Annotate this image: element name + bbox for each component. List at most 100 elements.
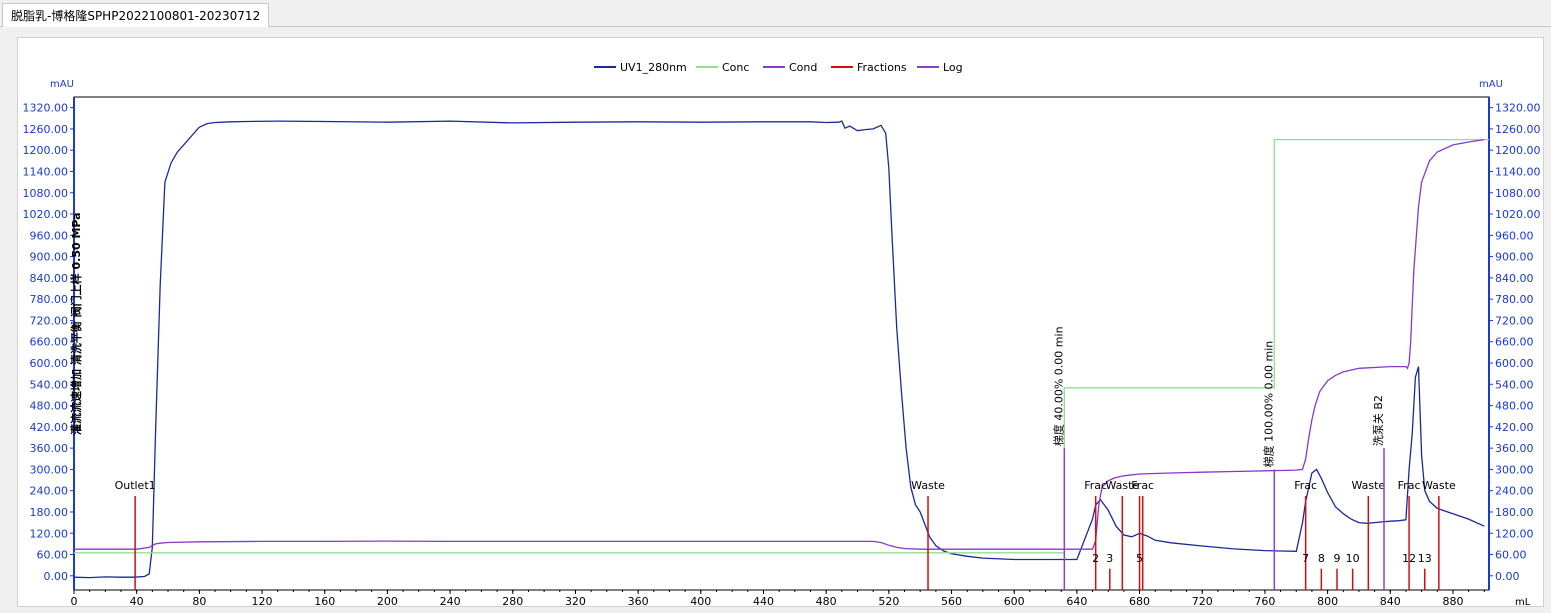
y-tick-label-left: 1140.00 [23,165,69,178]
plot-area [73,120,1489,579]
left-overlay-log-text: 灌流流速增加 清洗平衡 阀门上样 0.50 MPa [69,212,83,435]
tab-strip: 脱脂乳-博格隆SPHP2022100801-20230712 [0,0,1551,27]
fraction-number: 9 [1334,552,1341,565]
x-tick-label: 40 [130,595,144,608]
y-tick-label-left: 1020.00 [23,208,69,221]
fraction-label: Outlet1 [115,479,156,492]
y-tick-label-right: 1020.00 [1495,208,1541,221]
x-tick-label: 0 [71,595,78,608]
x-tick-label: 280 [502,595,523,608]
y-tick-label-left: 420.00 [30,421,69,434]
fraction-label: Frac [1084,479,1107,492]
plot-frame [73,96,1490,591]
x-tick-label: 440 [753,595,774,608]
y-tick-label-right: 540.00 [1495,378,1534,391]
y-tick-label-left: 840.00 [30,272,69,285]
fraction-label: Waste [1422,479,1456,492]
y-tick-label-left: 720.00 [30,314,69,327]
x-tick-label: 240 [440,595,461,608]
fraction-number: 7 [1302,552,1309,565]
y-tick-label-left: 1320.00 [23,102,69,115]
x-tick-label: 560 [941,595,962,608]
fraction-label: Frac [1398,479,1421,492]
x-tick-label: 120 [252,595,273,608]
y-tick-label-right: 1260.00 [1495,123,1541,136]
y-tick-label-left: 1200.00 [23,144,69,157]
x-tick-label: 480 [816,595,837,608]
y-tick-label-left: 660.00 [30,336,69,349]
y-tick-label-right: 780.00 [1495,293,1534,306]
y-tick-label-right: 240.00 [1495,485,1534,498]
fraction-number: 3 [1106,552,1113,565]
y-tick-label-right: 180.00 [1495,506,1534,519]
y-tick-label-left: 480.00 [30,400,69,413]
fraction-number: 12 [1402,552,1416,565]
fraction-label: Frac [1131,479,1154,492]
legend-label: Conc [722,61,749,74]
series-line-uv1-280nm [73,120,1485,579]
chart-panel [17,37,1544,607]
y-tick-label-left: 900.00 [30,251,69,264]
legend-label: UV1_280nm [620,61,687,74]
fraction-number: 10 [1346,552,1360,565]
y-tick-label-right: 1200.00 [1495,144,1541,157]
y-tick-label-right: 480.00 [1495,400,1534,413]
y-tick-label-right: 1080.00 [1495,187,1541,200]
x-tick-label: 640 [1066,595,1087,608]
y-tick-label-left: 180.00 [30,506,69,519]
y-tick-label-right: 360.00 [1495,442,1534,455]
y-tick-label-left: 1260.00 [23,123,69,136]
fraction-label: Waste [1105,479,1139,492]
y-tick-label-right: 600.00 [1495,357,1534,370]
legend-label: Fractions [857,61,907,74]
fraction-number: 2 [1092,552,1099,565]
fraction-label: Waste [1351,479,1385,492]
y-tick-label-right: 1140.00 [1495,165,1541,178]
chart-legend: UV1_280nm Conc Cond Fractions Log [594,61,963,74]
fraction-number: 8 [1318,552,1325,565]
fraction-number: 5 [1136,552,1143,565]
y-tick-label-left: 0.00 [44,570,69,583]
plot-border [73,96,1490,591]
y-tick-label-left: 120.00 [30,527,69,540]
y-tick-label-left: 1080.00 [23,187,69,200]
y-tick-label-right: 900.00 [1495,251,1534,264]
log-event-label: 梯度 100.00% 0.00 min [1261,341,1275,468]
y-tick-label-right: 120.00 [1495,527,1534,540]
fraction-number: 13 [1418,552,1432,565]
y-tick-label-right: 60.00 [1495,549,1527,562]
y-unit-left: mAU [50,79,74,90]
log-event-label: 梯度 40.00% 0.00 min [1051,326,1065,446]
legend-label: Cond [789,61,817,74]
y-tick-label-left: 240.00 [30,485,69,498]
x-tick-label: 320 [565,595,586,608]
series-line-cond [74,138,1485,550]
y-tick-label-right: 1320.00 [1495,102,1541,115]
x-tick-label: 400 [690,595,711,608]
y-tick-label-left: 300.00 [30,463,69,476]
x-tick-label: 680 [1129,595,1150,608]
y-tick-label-right: 420.00 [1495,421,1534,434]
y-tick-label-left: 780.00 [30,293,69,306]
x-tick-label: 720 [1192,595,1213,608]
x-tick-label: 880 [1442,595,1463,608]
x-tick-label: 760 [1254,595,1275,608]
x-tick-label: 80 [192,595,206,608]
x-tick-label: 520 [878,595,899,608]
y-tick-label-right: 960.00 [1495,229,1534,242]
tab-chromatogram[interactable]: 脱脂乳-博格隆SPHP2022100801-20230712 [2,3,270,27]
fraction-label: Waste [911,479,945,492]
y-tick-label-right: 720.00 [1495,314,1534,327]
y-tick-label-left: 360.00 [30,442,69,455]
x-tick-label: 160 [314,595,335,608]
x-tick-label: 840 [1380,595,1401,608]
x-unit: mL [1515,597,1531,608]
fraction-label: Frac [1294,479,1317,492]
y-tick-label-left: 60.00 [37,549,69,562]
y-tick-label-left: 960.00 [30,229,69,242]
log-event-label: 洗泵关 B2 [1371,395,1385,446]
x-tick-label: 600 [1004,595,1025,608]
